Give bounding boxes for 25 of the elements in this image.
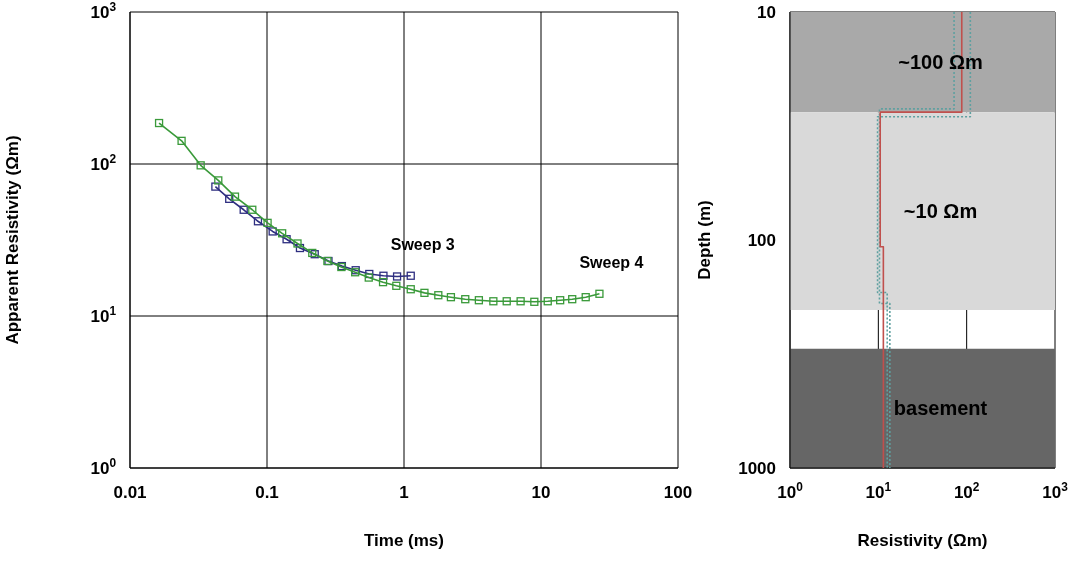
y-tick-label: 10 <box>757 3 776 22</box>
x-tick-label: 10$^{2}$ <box>953 480 980 502</box>
x-tick-label: 0.1 <box>255 483 279 502</box>
x-tick-label: 10$^{0}$ <box>777 480 804 502</box>
series-label: Sweep 4 <box>579 253 644 271</box>
y-tick-label: 1000 <box>738 459 776 478</box>
x-axis-title: Time (ms) <box>364 531 444 550</box>
y-tick-label: 10$^{2}$ <box>90 152 117 174</box>
y-axis-title: Depth (m) <box>695 200 715 280</box>
annotation: basement <box>893 397 988 420</box>
x-tick-label: 100 <box>663 483 693 502</box>
x-tick-label: 10$^{3}$ <box>1042 480 1069 502</box>
series-label: Sweep 3 <box>390 235 455 253</box>
annotation: ~10 Ωm <box>903 200 978 223</box>
annotation: ~100 Ωm <box>898 51 983 74</box>
x-tick-label: 10$^{1}$ <box>865 480 892 502</box>
y-tick-label: 10$^{0}$ <box>90 456 117 478</box>
x-axis-title: Resistivity (Ωm) <box>857 531 988 550</box>
y-tick-label: 10$^{3}$ <box>90 0 117 22</box>
x-tick-label: 1 <box>399 483 409 502</box>
x-tick-label: 10 <box>531 483 551 502</box>
x-tick-label: 0.01 <box>113 483 147 502</box>
y-axis-title: Apparent Resistivity (Ωm) <box>3 135 23 345</box>
y-tick-label: 100 <box>747 231 776 250</box>
y-tick-label: 10$^{1}$ <box>90 304 117 326</box>
